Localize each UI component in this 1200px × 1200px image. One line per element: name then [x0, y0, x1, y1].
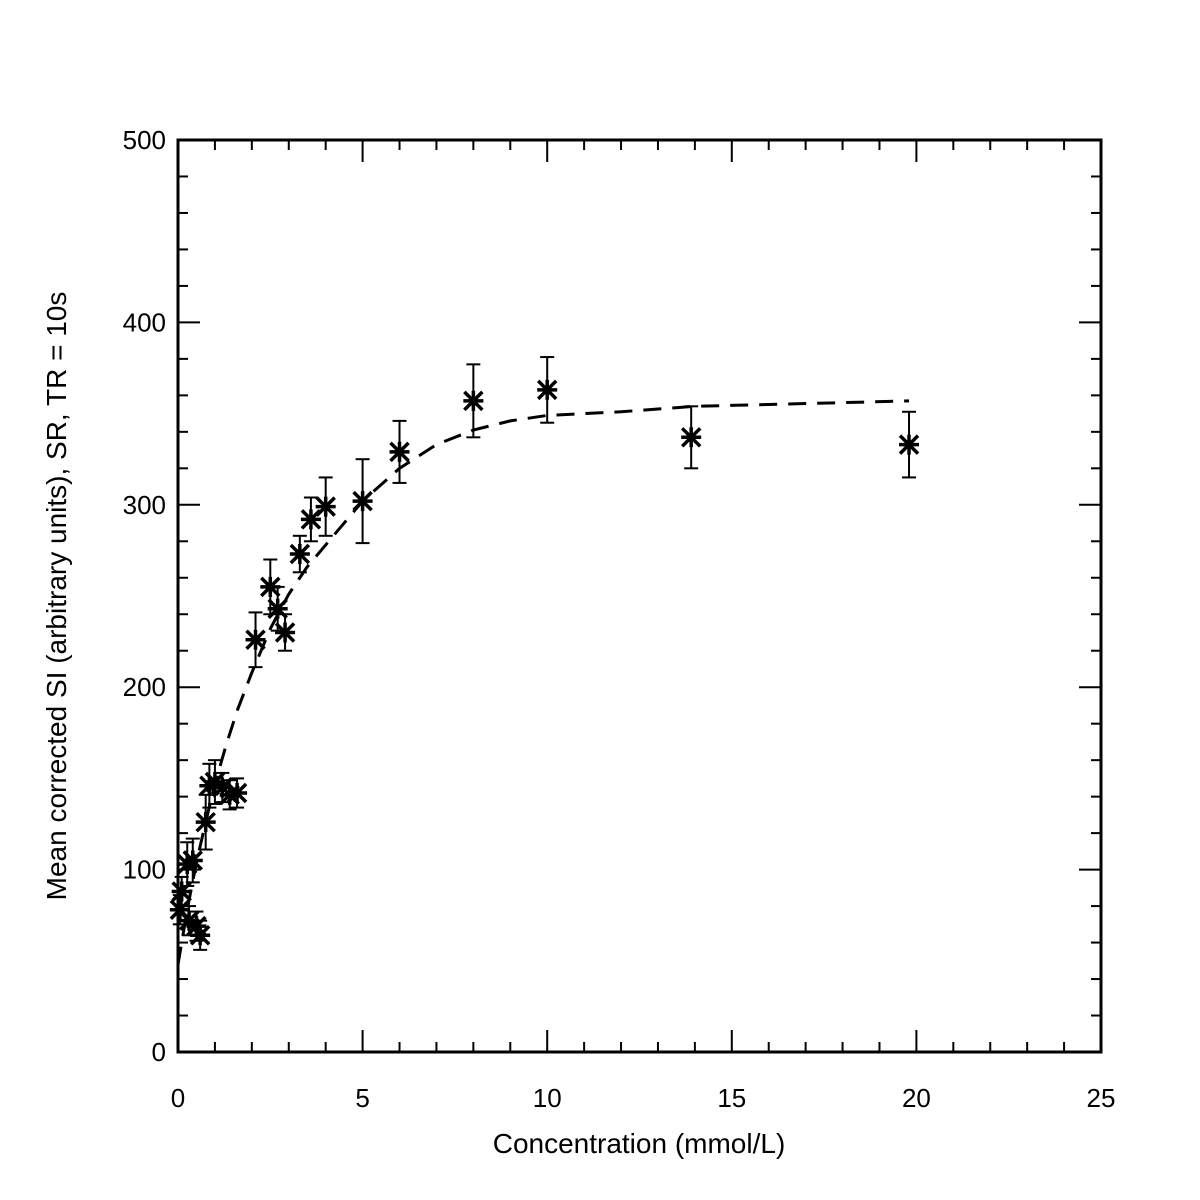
data-point	[352, 458, 373, 545]
asterisk-marker	[300, 509, 322, 530]
asterisk-marker	[898, 434, 920, 455]
x-tick-label: 5	[355, 1083, 369, 1113]
asterisk-marker	[680, 427, 702, 448]
plot-frame	[176, 138, 1103, 1054]
data-point	[300, 496, 322, 543]
asterisk-marker	[352, 490, 373, 512]
x-tick-label: 15	[717, 1083, 746, 1113]
data-point	[315, 476, 336, 537]
y-tick-label: 0	[152, 1037, 166, 1067]
data-point	[536, 356, 558, 424]
data-point	[463, 363, 484, 439]
asterisk-marker	[267, 598, 288, 620]
data-points-layer	[169, 356, 920, 951]
data-point	[389, 419, 410, 484]
data-point	[289, 534, 311, 574]
data-point	[219, 779, 240, 811]
x-tick-label: 20	[902, 1083, 931, 1113]
y-tick-label: 500	[123, 125, 166, 155]
y-tick-label: 300	[123, 490, 166, 520]
asterisk-marker	[289, 543, 311, 565]
asterisk-marker	[245, 629, 266, 651]
fit-curve	[176, 399, 910, 965]
asterisk-marker	[389, 441, 410, 463]
axis-ticks	[177, 139, 1102, 1053]
asterisk-marker	[536, 379, 558, 401]
data-point	[680, 405, 702, 470]
data-point	[195, 793, 216, 851]
data-point	[274, 613, 296, 652]
y-axis-title: Mean corrected SI (arbitrary units), SR,…	[41, 292, 72, 901]
asterisk-marker	[463, 390, 484, 412]
x-tick-label: 25	[1087, 1083, 1116, 1113]
data-point	[171, 875, 192, 908]
asterisk-marker	[260, 576, 281, 598]
asterisk-marker	[171, 881, 192, 902]
asterisk-marker	[274, 622, 296, 643]
fit-curve-layer	[176, 399, 910, 965]
y-tick-label: 200	[123, 672, 166, 702]
data-point	[226, 777, 248, 809]
asterisk-marker	[226, 782, 248, 804]
asterisk-marker	[315, 496, 336, 517]
asterisk-marker	[169, 899, 191, 920]
asterisk-marker	[219, 784, 240, 806]
asterisk-marker	[189, 925, 211, 946]
tick-labels: 0 5 10 15 20 25 0 100 200 300 400 500	[123, 125, 1116, 1113]
x-tick-label: 10	[533, 1083, 562, 1113]
asterisk-marker	[186, 915, 207, 937]
data-point	[189, 919, 211, 951]
y-tick-label: 400	[123, 307, 166, 337]
plot-area	[176, 138, 1103, 1054]
data-point	[245, 611, 266, 669]
x-tick-label: 0	[171, 1083, 185, 1113]
asterisk-marker	[182, 850, 204, 871]
data-point	[182, 837, 204, 884]
y-tick-label: 100	[123, 855, 166, 885]
data-point	[898, 410, 920, 479]
x-axis-title: Concentration (mmol/L)	[493, 1128, 786, 1159]
asterisk-marker	[195, 811, 216, 833]
